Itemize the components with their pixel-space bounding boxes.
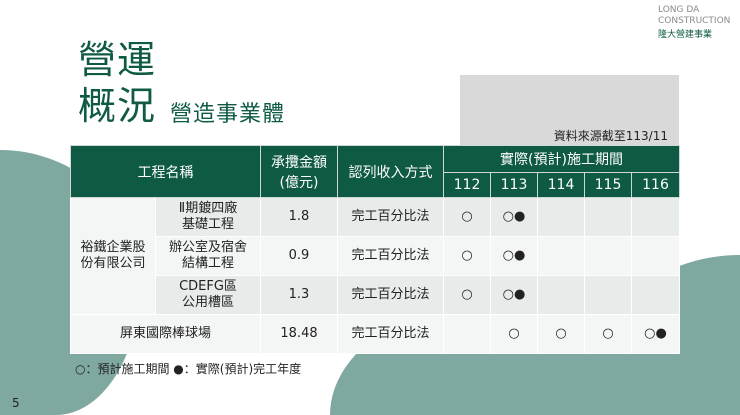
table-row: 屏東國際棒球場 18.48 完工百分比法 ○ ○ ○ ○● bbox=[70, 314, 681, 354]
title-line1: 營運 bbox=[78, 38, 157, 82]
legend: ○：預計施工期間 ●：實際(預計)完工年度 bbox=[75, 362, 302, 376]
mark bbox=[443, 314, 491, 354]
header-name: 工程名稱 bbox=[70, 145, 261, 198]
mark: ○ bbox=[443, 197, 491, 237]
header-period: 實際(預計)施工期間 bbox=[442, 145, 681, 173]
method: 完工百分比法 bbox=[337, 314, 444, 354]
mark bbox=[537, 275, 585, 315]
title-line2: 概況 bbox=[78, 84, 157, 128]
project-name: 辦公室及宿舍 結構工程 bbox=[155, 236, 261, 276]
mark bbox=[584, 197, 632, 237]
header-amount: 承攬金額 (億元) bbox=[260, 145, 338, 198]
method: 完工百分比法 bbox=[337, 236, 444, 276]
mark: ○ bbox=[584, 314, 632, 354]
header-method: 認列收入方式 bbox=[337, 145, 444, 198]
table-row: 裕鐵企業股 份有限公司 Ⅱ期鍍四廠 基礎工程 1.8 完工百分比法 ○ ○● bbox=[70, 197, 681, 315]
mark bbox=[537, 197, 585, 237]
mark bbox=[630, 236, 681, 276]
mark: ○ bbox=[443, 275, 491, 315]
project-table: 工程名稱 承攬金額 (億元) 認列收入方式 實際(預計)施工期間 112 113 … bbox=[70, 145, 681, 354]
mark bbox=[584, 275, 632, 315]
subtitle: 營造事業體 bbox=[170, 102, 286, 127]
mark bbox=[537, 236, 585, 276]
logo-cn: 隆大營建事業 bbox=[658, 30, 713, 40]
mark: ○ bbox=[443, 236, 491, 276]
header-year: 112 bbox=[443, 172, 491, 198]
mark: ○● bbox=[490, 236, 538, 276]
table-row: CDEFG區 公用槽區 1.3 完工百分比法 ○ ○● bbox=[70, 275, 681, 315]
table-row: 辦公室及宿舍 結構工程 0.9 完工百分比法 ○ ○● bbox=[70, 236, 681, 276]
method: 完工百分比法 bbox=[337, 275, 444, 315]
header-year: 115 bbox=[584, 172, 632, 198]
project-name: Ⅱ期鍍四廠 基礎工程 bbox=[155, 197, 261, 237]
source-note: 資料來源截至113/11 bbox=[553, 129, 668, 143]
mark: ○● bbox=[490, 275, 538, 315]
page-number: 5 bbox=[12, 396, 20, 410]
mark bbox=[630, 197, 681, 237]
header-year: 116 bbox=[630, 172, 681, 198]
mark: ○ bbox=[490, 314, 538, 354]
header-year: 114 bbox=[537, 172, 585, 198]
mark: ○ bbox=[537, 314, 585, 354]
amount: 18.48 bbox=[260, 314, 338, 354]
amount: 0.9 bbox=[260, 236, 338, 276]
amount: 1.8 bbox=[260, 197, 338, 237]
logo-line1: LONG DA bbox=[658, 5, 700, 15]
amount: 1.3 bbox=[260, 275, 338, 315]
mark bbox=[584, 236, 632, 276]
mark: ○● bbox=[490, 197, 538, 237]
company-logo: LONG DA CONSTRUCTION 隆大營建事業 bbox=[658, 5, 736, 41]
logo-line2: CONSTRUCTION bbox=[658, 16, 731, 26]
gray-box bbox=[460, 75, 679, 145]
mark bbox=[630, 275, 681, 315]
header-year: 113 bbox=[490, 172, 538, 198]
company-cell: 裕鐵企業股 份有限公司 bbox=[70, 197, 156, 315]
project-name: CDEFG區 公用槽區 bbox=[155, 275, 261, 315]
mark: ○● bbox=[630, 314, 681, 354]
method: 完工百分比法 bbox=[337, 197, 444, 237]
project-name: 屏東國際棒球場 bbox=[70, 314, 261, 354]
